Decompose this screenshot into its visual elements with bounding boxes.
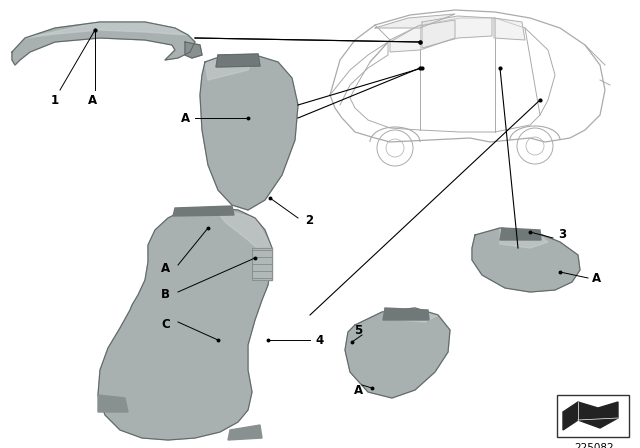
Text: A: A	[592, 271, 601, 284]
FancyBboxPatch shape	[557, 395, 629, 437]
Text: 4: 4	[315, 333, 323, 346]
Text: B: B	[161, 289, 170, 302]
Polygon shape	[216, 54, 260, 67]
Polygon shape	[215, 208, 272, 255]
Text: A: A	[353, 383, 363, 396]
Polygon shape	[383, 308, 429, 320]
Text: A: A	[181, 112, 190, 125]
Polygon shape	[345, 308, 450, 398]
Polygon shape	[173, 206, 234, 216]
Polygon shape	[382, 308, 438, 322]
Polygon shape	[228, 425, 262, 440]
Polygon shape	[472, 228, 580, 292]
Polygon shape	[185, 42, 202, 58]
Polygon shape	[252, 248, 272, 280]
Polygon shape	[25, 22, 188, 38]
Polygon shape	[205, 55, 255, 80]
Polygon shape	[500, 228, 541, 240]
Text: A: A	[161, 262, 170, 275]
Polygon shape	[12, 22, 195, 65]
Polygon shape	[422, 16, 492, 48]
Text: C: C	[161, 319, 170, 332]
Polygon shape	[98, 208, 272, 440]
Polygon shape	[375, 14, 455, 28]
Polygon shape	[390, 20, 455, 52]
Text: 5: 5	[354, 323, 362, 336]
Text: 1: 1	[51, 94, 59, 107]
Polygon shape	[500, 228, 548, 248]
Text: 225082: 225082	[574, 443, 614, 448]
Text: 2: 2	[305, 214, 313, 227]
Polygon shape	[98, 395, 128, 412]
Text: A: A	[88, 94, 97, 107]
Polygon shape	[494, 18, 525, 40]
Text: 3: 3	[558, 228, 566, 241]
Polygon shape	[563, 402, 618, 430]
Polygon shape	[200, 55, 298, 210]
